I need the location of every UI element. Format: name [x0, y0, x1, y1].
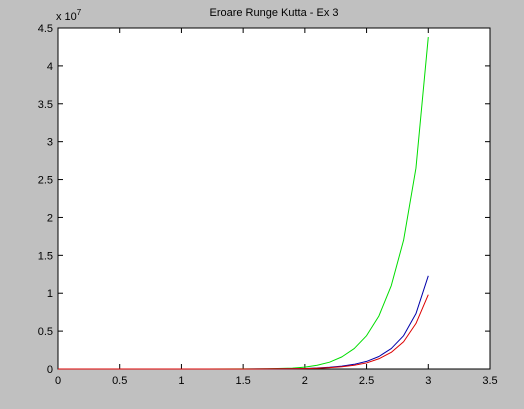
y-tick-label: 3.5 — [38, 99, 53, 111]
x-tick-label: 0.5 — [112, 375, 127, 387]
y-tick-label: 1 — [47, 288, 53, 300]
chart-title: Eroare Runge Kutta - Ex 3 — [209, 7, 338, 19]
y-tick-label: 1.5 — [38, 250, 53, 262]
x-tick-label: 0 — [55, 375, 61, 387]
y-tick-label: 2.5 — [38, 175, 53, 187]
series-lines — [58, 37, 429, 370]
x-axis: 0 0.5 1 1.5 2 2.5 3 3.5 — [55, 28, 498, 387]
y-exponent-power: 7 — [77, 8, 82, 17]
plot-area — [57, 27, 491, 370]
x-tick-label: 1 — [178, 375, 184, 387]
y-tick-label: 3 — [47, 137, 53, 149]
y-exponent-label: x 107 — [56, 8, 82, 23]
x-tick-label: 3.5 — [482, 375, 497, 387]
y-tick-label: 4.5 — [38, 23, 53, 35]
series-line-3 — [58, 294, 429, 370]
x-tick-label: 2.5 — [359, 375, 374, 387]
y-tick-label: 0.5 — [38, 326, 53, 338]
y-tick-label: 4 — [47, 61, 53, 73]
y-tick-label: 0 — [47, 364, 53, 376]
y-tick-label: 2 — [47, 212, 53, 224]
y-axis: 0 0.5 1 1.5 2 2.5 3 3.5 4 4.5 — [38, 23, 490, 376]
x-tick-label: 1.5 — [235, 375, 250, 387]
x-tick-label: 2 — [302, 375, 308, 387]
x-tick-label: 3 — [425, 375, 431, 387]
y-exponent-base: x 10 — [56, 11, 77, 23]
